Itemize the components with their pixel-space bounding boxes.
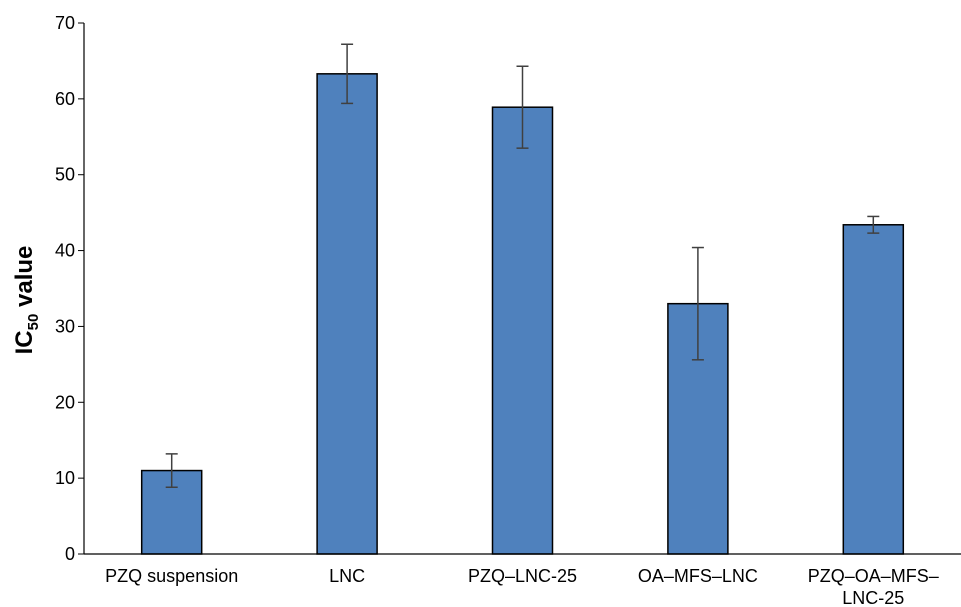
x-tick-label-line: LNC: [329, 566, 365, 586]
bar: [316, 73, 378, 555]
bar: [491, 106, 554, 555]
plot-area: 0 10 20 30 40 50 60 70 PZQ suspension LNC PZQ–LNC-…: [55, 13, 961, 607]
y-tick-label: 20: [55, 392, 75, 412]
x-tick-label-line: PZQ–OA–MFS–: [808, 566, 939, 586]
x-tick-label: OA–MFS–LNC: [638, 566, 758, 586]
y-tick-label: 0: [65, 544, 75, 564]
y-tick-label: 70: [55, 13, 75, 33]
x-tick-label-line: PZQ suspension: [105, 566, 238, 586]
y-tick-label: 40: [55, 241, 75, 261]
x-tick-label-line: LNC-25: [842, 588, 904, 607]
y-tick-label: 60: [55, 89, 75, 109]
bar: [842, 224, 905, 555]
x-tick-label: PZQ suspension: [105, 566, 238, 586]
x-tick-label-line: PZQ–LNC-25: [468, 566, 577, 586]
svg-text:IC50 value: IC50 value: [11, 246, 42, 355]
x-tick-label: PZQ–OA–MFS– LNC-25: [808, 566, 939, 607]
x-tick-label-line: OA–MFS–LNC: [638, 566, 758, 586]
y-axis-title-rest: value: [11, 246, 38, 314]
x-tick-label: LNC: [329, 566, 365, 586]
y-tick-label: 30: [55, 316, 75, 336]
y-axis-title-subscript: 50: [25, 314, 42, 331]
x-tick-label: PZQ–LNC-25: [468, 566, 577, 586]
y-axis-title-main: IC: [11, 330, 38, 354]
y-axis-title: IC50 value: [11, 246, 42, 355]
y-tick-label: 50: [55, 165, 75, 185]
y-tick-label: 10: [55, 468, 75, 488]
